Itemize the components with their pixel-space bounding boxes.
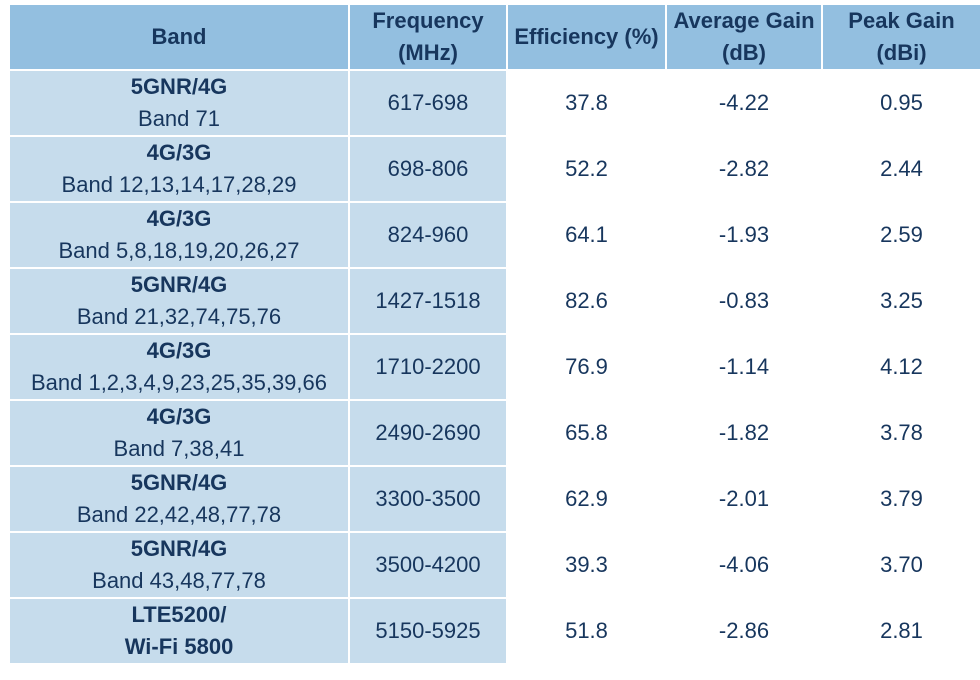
peak-gain-cell: 3.25: [821, 267, 980, 335]
band-cell: 4G/3G Band 12,13,14,17,28,29: [8, 135, 350, 203]
table-row: 5GNR/4G Band 71 617-698 37.8 -4.22 0.95: [8, 69, 980, 137]
band-detail: Band 12,13,14,17,28,29: [61, 172, 297, 197]
average-gain-cell: -2.01: [665, 465, 823, 533]
table-row: 5GNR/4G Band 21,32,74,75,76 1427-1518 82.6-…: [8, 267, 980, 335]
efficiency-cell: 62.9: [506, 465, 667, 533]
average-gain-cell: -2.86: [665, 597, 823, 665]
peak-gain-cell: 4.12: [821, 333, 980, 401]
band-cell: 4G/3G Band 1,2,3,4,9,23,25,35,39,66: [8, 333, 350, 401]
band-name: LTE5200/: [131, 602, 227, 627]
frequency-cell: 698-806: [348, 135, 508, 203]
efficiency-cell: 52.2: [506, 135, 667, 203]
band-detail: Band 1,2,3,4,9,23,25,35,39,66: [30, 370, 328, 395]
band-detail: Band 22,42,48,77,78: [76, 502, 282, 527]
band-detail: Band 71: [138, 106, 220, 131]
peak-gain-cell: 0.95: [821, 69, 980, 137]
band-name: 5GNR/4G: [130, 536, 228, 561]
frequency-cell: 2490-2690: [348, 399, 508, 467]
header-frequency: Frequency (MHz): [348, 3, 508, 71]
table-body: 5GNR/4G Band 71 617-698 37.8 -4.22 0.95 4G/3G B…: [8, 69, 980, 665]
band-name: 4G/3G: [146, 140, 212, 165]
antenna-performance-table: Band Frequency (MHz) Efficiency (%) Aver…: [8, 3, 980, 665]
efficiency-cell: 51.8: [506, 597, 667, 665]
header-peak-gain-line1: Peak Gain: [848, 8, 955, 33]
header-average-gain: Average Gain (dB): [665, 3, 823, 71]
efficiency-cell: 65.8: [506, 399, 667, 467]
table-row: 4G/3G Band 7,38,41 2490-2690 65.8 -1.82 3.78: [8, 399, 980, 467]
header-efficiency-line1: Efficiency (%): [514, 24, 659, 49]
header-row: Band Frequency (MHz) Efficiency (%) Aver…: [8, 3, 980, 71]
table-row: LTE5200/Wi-Fi 5800 5150-5925 51.8 -2.86 2.81: [8, 597, 980, 665]
band-cell: 5GNR/4G Band 22,42,48,77,78: [8, 465, 350, 533]
header-frequency-line2: (MHz): [398, 40, 458, 65]
band-cell: 4G/3G Band 7,38,41: [8, 399, 350, 467]
frequency-cell: 1427-1518: [348, 267, 508, 335]
table-row: 4G/3G Band 5,8,18,19,20,26,27 824-960 64.1-…: [8, 201, 980, 269]
header-efficiency: Efficiency (%): [506, 3, 667, 71]
table-row: 5GNR/4G Band 22,42,48,77,78 3300-3500 62.9-…: [8, 465, 980, 533]
header-peak-gain-line2: (dBi): [876, 40, 927, 65]
average-gain-cell: -4.22: [665, 69, 823, 137]
band-name: 4G/3G: [146, 404, 212, 429]
peak-gain-cell: 2.59: [821, 201, 980, 269]
average-gain-cell: -0.83: [665, 267, 823, 335]
table-row: 4G/3G Band 1,2,3,4,9,23,25,35,39,66 1710-2…: [8, 333, 980, 401]
header-band-line1: Band: [151, 24, 207, 49]
efficiency-cell: 37.8: [506, 69, 667, 137]
header-frequency-line1: Frequency: [372, 8, 484, 33]
efficiency-cell: 39.3: [506, 531, 667, 599]
band-name: 4G/3G: [146, 206, 212, 231]
average-gain-cell: -4.06: [665, 531, 823, 599]
frequency-cell: 5150-5925: [348, 597, 508, 665]
average-gain-cell: -1.14: [665, 333, 823, 401]
peak-gain-cell: 3.70: [821, 531, 980, 599]
band-name: 4G/3G: [146, 338, 212, 363]
frequency-cell: 824-960: [348, 201, 508, 269]
band-detail: Wi-Fi 5800: [124, 634, 234, 659]
efficiency-cell: 76.9: [506, 333, 667, 401]
band-name: 5GNR/4G: [130, 74, 228, 99]
frequency-cell: 3300-3500: [348, 465, 508, 533]
efficiency-cell: 64.1: [506, 201, 667, 269]
frequency-cell: 1710-2200: [348, 333, 508, 401]
average-gain-cell: -1.82: [665, 399, 823, 467]
band-cell: 5GNR/4G Band 21,32,74,75,76: [8, 267, 350, 335]
band-cell: 5GNR/4G Band 71: [8, 69, 350, 137]
band-cell: 5GNR/4G Band 43,48,77,78: [8, 531, 350, 599]
header-peak-gain: Peak Gain (dBi): [821, 3, 980, 71]
header-band: Band: [8, 3, 350, 71]
peak-gain-cell: 2.44: [821, 135, 980, 203]
table-row: 5GNR/4G Band 43,48,77,78 3500-4200 39.3 -4.0…: [8, 531, 980, 599]
frequency-cell: 3500-4200: [348, 531, 508, 599]
table-row: 4G/3G Band 12,13,14,17,28,29 698-806 52.2 -2…: [8, 135, 980, 203]
band-detail: Band 7,38,41: [113, 436, 245, 461]
frequency-cell: 617-698: [348, 69, 508, 137]
table-header: Band Frequency (MHz) Efficiency (%) Aver…: [8, 3, 980, 71]
peak-gain-cell: 3.78: [821, 399, 980, 467]
band-cell: LTE5200/Wi-Fi 5800: [8, 597, 350, 665]
band-detail: Band 43,48,77,78: [92, 568, 266, 593]
peak-gain-cell: 2.81: [821, 597, 980, 665]
band-detail: Band 21,32,74,75,76: [76, 304, 282, 329]
band-detail: Band 5,8,18,19,20,26,27: [58, 238, 300, 263]
header-average-gain-line2: (dB): [722, 40, 766, 65]
average-gain-cell: -2.82: [665, 135, 823, 203]
band-cell: 4G/3G Band 5,8,18,19,20,26,27: [8, 201, 350, 269]
efficiency-cell: 82.6: [506, 267, 667, 335]
header-average-gain-line1: Average Gain: [673, 8, 815, 33]
band-name: 5GNR/4G: [130, 470, 228, 495]
band-name: 5GNR/4G: [130, 272, 228, 297]
average-gain-cell: -1.93: [665, 201, 823, 269]
peak-gain-cell: 3.79: [821, 465, 980, 533]
